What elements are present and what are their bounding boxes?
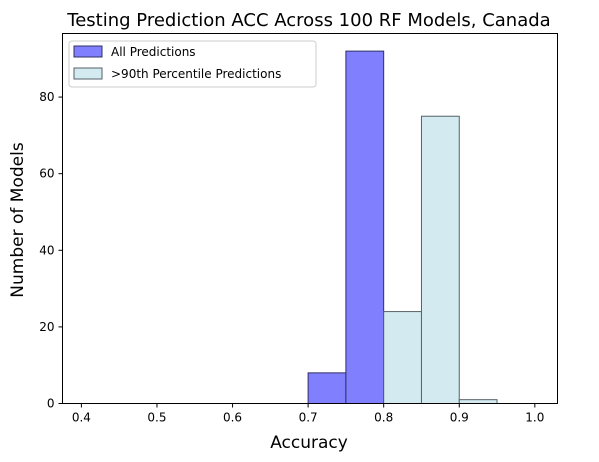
plot-frame [62, 33, 558, 404]
y-tick-label: 80 [39, 90, 54, 104]
legend-box [68, 40, 317, 88]
y-tick-label: 60 [39, 167, 54, 181]
bar-series-1-bin-0 [383, 311, 422, 404]
x-tick-label: 1.0 [525, 411, 544, 425]
bars-layer [307, 50, 498, 405]
bar-series-1-bin-2 [458, 399, 498, 404]
bar-series-1-bin-1 [420, 115, 460, 405]
bar-series-0-bin-1 [345, 50, 385, 404]
x-tick-label: 0.9 [450, 411, 469, 425]
legend-label-all-predictions: All Predictions [111, 45, 196, 59]
y-tick-label: 40 [39, 243, 54, 257]
x-tick-label: 0.6 [223, 411, 242, 425]
legend: All Predictions >90th Percentile Predict… [68, 40, 317, 88]
chart-title: Testing Prediction ACC Across 100 RF Mod… [66, 10, 550, 31]
x-tick-label: 0.8 [374, 411, 393, 425]
legend-label-90th-percentile-predictions: >90th Percentile Predictions [111, 67, 281, 81]
ticks-layer: 0.4 0.5 0.6 0.7 0.8 0.9 1.0 0 20 40 60 80 [39, 90, 544, 424]
y-tick-label: 0 [47, 397, 55, 411]
legend-swatch-90th-percentile-predictions [73, 67, 103, 80]
x-tick-label: 0.4 [72, 411, 91, 425]
y-tick-label: 20 [39, 320, 54, 334]
legend-swatch-all-predictions [73, 45, 103, 58]
y-axis-label: Number of Models [8, 142, 28, 298]
bar-series-0-bin-0 [307, 372, 347, 405]
x-axis-label: Accuracy [270, 433, 348, 453]
x-tick-label: 0.5 [147, 411, 166, 425]
x-tick-label: 0.7 [299, 411, 318, 425]
